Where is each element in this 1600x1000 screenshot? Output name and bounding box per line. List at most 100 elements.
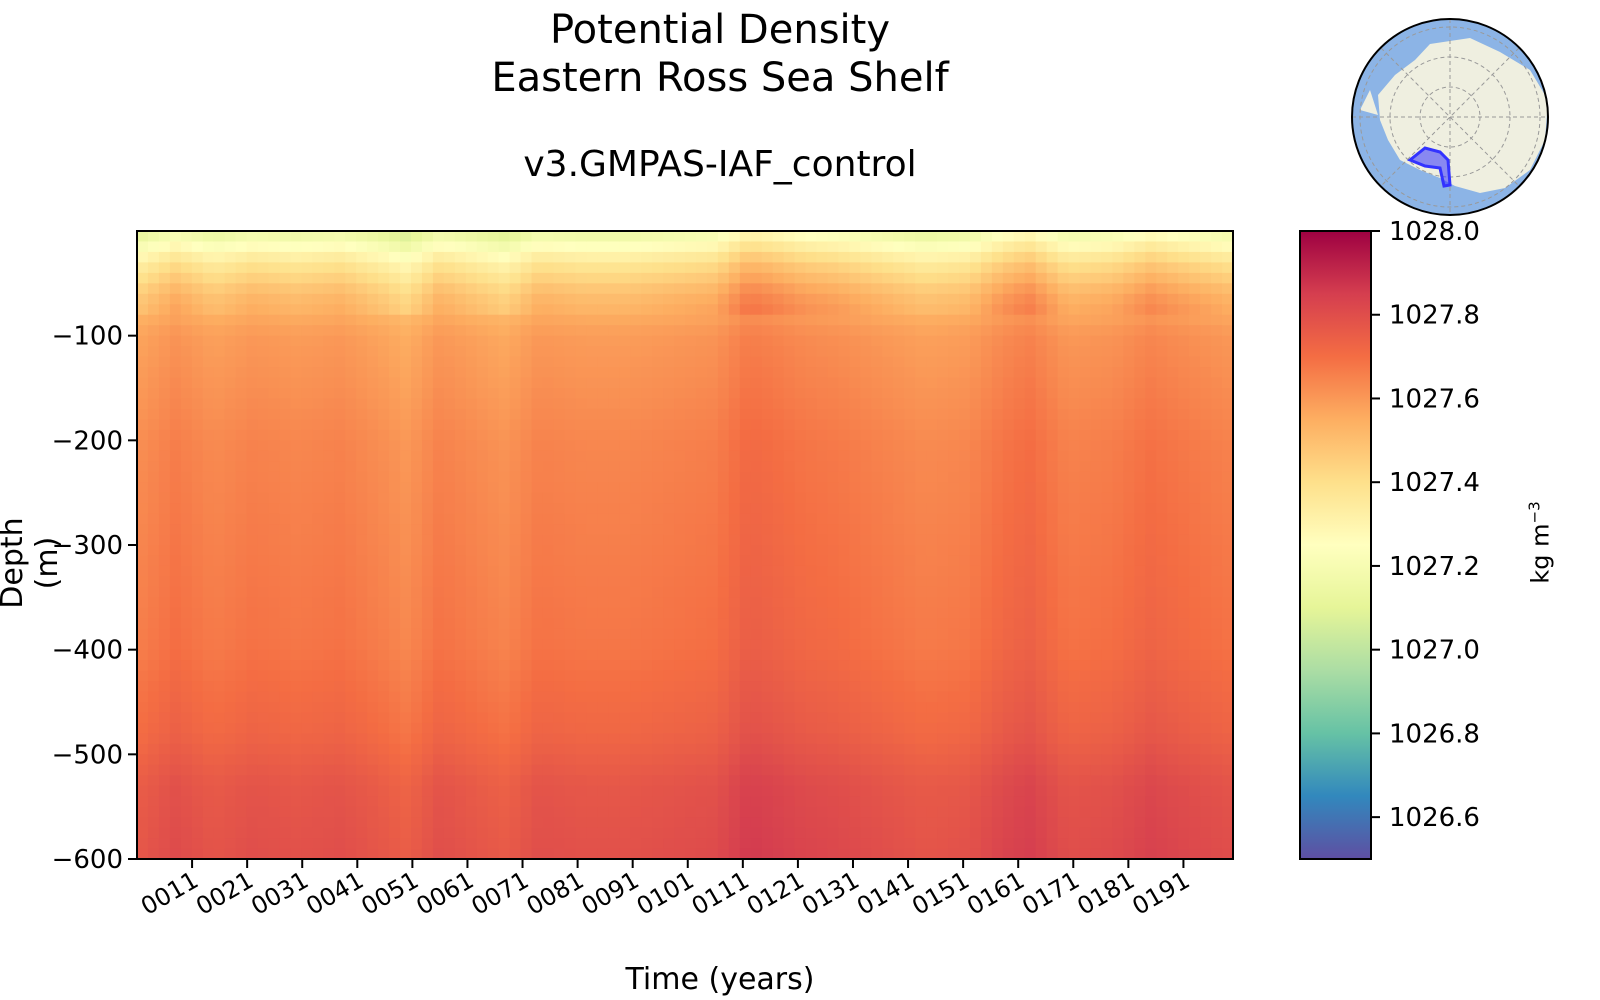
heatmap-cell [838,482,850,494]
heatmap-cell [750,367,763,379]
heatmap-cell [246,513,259,525]
heatmap-cell [487,335,500,347]
heatmap-cell [509,764,522,776]
heatmap-cell [783,471,796,483]
heatmap-cell [597,586,609,598]
heatmap-cell [860,691,872,703]
heatmap-cell [487,534,500,546]
heatmap-cell [827,398,840,410]
heatmap-cell [202,304,215,316]
heatmap-cell [323,335,335,347]
heatmap-cell [279,827,292,839]
heatmap-cell [904,545,916,557]
heatmap-cell [706,367,719,379]
heatmap-cell [838,827,850,839]
heatmap-cell [400,639,412,651]
heatmap-cell [586,408,598,420]
heatmap-cell [421,356,434,368]
heatmap-cell [991,283,1004,295]
heatmap-cell [465,545,478,557]
heatmap-cell [597,660,609,672]
heatmap-cell [575,796,587,808]
heatmap-cell [674,251,686,263]
heatmap-cell [312,743,324,755]
heatmap-cell [421,775,434,787]
heatmap-cell [969,314,982,326]
heatmap-cell [356,461,368,473]
heatmap-cell [169,388,182,400]
heatmap-cell [630,796,642,808]
heatmap-cell [367,471,379,483]
heatmap-cell [915,241,927,253]
heatmap-cell [235,503,248,515]
heatmap-cell [323,607,335,619]
heatmap-cell [882,576,894,588]
heatmap-cell [980,576,993,588]
heatmap-cell [663,764,675,776]
heatmap-cell [991,524,1004,536]
heatmap-cell [816,607,829,619]
heatmap-cell [498,231,511,243]
heatmap-cell [860,754,872,766]
heatmap-cell [191,597,204,609]
heatmap-cell [904,702,916,714]
heatmap-cell [597,356,609,368]
heatmap-cell [421,314,434,326]
heatmap-cell [389,231,401,243]
heatmap-cell [553,356,566,368]
heatmap-cell [158,262,171,274]
heatmap-cell [663,503,675,515]
heatmap-cell [509,586,522,598]
heatmap-cell [926,450,938,462]
heatmap-cell [816,691,829,703]
heatmap-cell [969,597,982,609]
heatmap-cell [301,231,313,243]
heatmap-cell [531,304,544,316]
heatmap-cell [739,817,752,829]
heatmap-cell [641,545,653,557]
heatmap-cell [520,429,533,441]
heatmap-cell [257,356,270,368]
heatmap-cell [597,346,609,358]
heatmap-cell [213,388,226,400]
heatmap-cell [257,848,270,860]
heatmap-cell [827,304,840,316]
heatmap-cell [959,576,971,588]
heatmap-cell [882,335,894,347]
heatmap-cell [630,817,642,829]
heatmap-cell [465,775,478,787]
heatmap-cell [641,565,653,577]
heatmap-cell [465,555,478,567]
heatmap-cell [180,513,193,525]
heatmap-cell [871,482,883,494]
heatmap-cell [915,356,927,368]
heatmap-cell [345,649,357,661]
heatmap-cell [980,293,993,305]
heatmap-cell [893,503,905,515]
heatmap-cell [860,461,872,473]
heatmap-cell [816,471,829,483]
heatmap-cell [717,733,730,745]
heatmap-cell [608,817,620,829]
heatmap-cell [619,293,631,305]
heatmap-cell [926,733,938,745]
heatmap-cell [564,335,576,347]
heatmap-cell [246,283,259,295]
heatmap-cell [246,231,259,243]
heatmap-cell [641,743,653,755]
heatmap-cell [542,764,555,776]
heatmap-cell [257,377,270,389]
heatmap-cell [158,681,171,693]
heatmap-cell [531,335,544,347]
heatmap-cell [685,513,697,525]
heatmap-cell [904,838,916,850]
heatmap-cell [224,461,237,473]
heatmap-cell [805,398,818,410]
heatmap-cell [553,283,566,295]
heatmap-cell [158,691,171,703]
heatmap-cell [1024,712,1037,724]
heatmap-cell [389,597,401,609]
heatmap-cell [454,367,467,379]
heatmap-cell [1024,241,1037,253]
heatmap-cell [608,251,620,263]
